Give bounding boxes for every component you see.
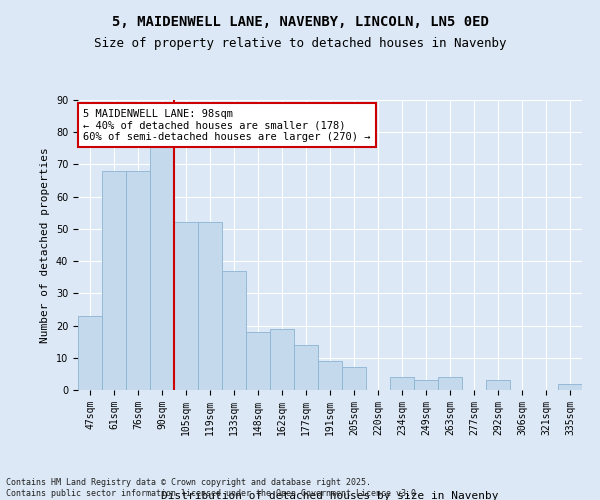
Bar <box>318 361 342 390</box>
Text: Size of property relative to detached houses in Navenby: Size of property relative to detached ho… <box>94 38 506 51</box>
Bar <box>390 377 414 390</box>
Bar <box>174 222 198 390</box>
Bar <box>270 329 294 390</box>
Bar <box>150 126 174 390</box>
Bar <box>342 368 366 390</box>
X-axis label: Distribution of detached houses by size in Navenby: Distribution of detached houses by size … <box>161 490 499 500</box>
Y-axis label: Number of detached properties: Number of detached properties <box>40 147 50 343</box>
Bar <box>246 332 270 390</box>
Bar <box>102 171 126 390</box>
Bar <box>294 345 318 390</box>
Text: 5, MAIDENWELL LANE, NAVENBY, LINCOLN, LN5 0ED: 5, MAIDENWELL LANE, NAVENBY, LINCOLN, LN… <box>112 15 488 29</box>
Bar <box>414 380 438 390</box>
Bar <box>198 222 222 390</box>
Text: 5 MAIDENWELL LANE: 98sqm
← 40% of detached houses are smaller (178)
60% of semi-: 5 MAIDENWELL LANE: 98sqm ← 40% of detach… <box>83 108 371 142</box>
Bar <box>486 380 510 390</box>
Bar <box>558 384 582 390</box>
Bar <box>126 171 150 390</box>
Bar <box>438 377 462 390</box>
Bar <box>78 316 102 390</box>
Bar <box>222 271 246 390</box>
Text: Contains HM Land Registry data © Crown copyright and database right 2025.
Contai: Contains HM Land Registry data © Crown c… <box>6 478 421 498</box>
